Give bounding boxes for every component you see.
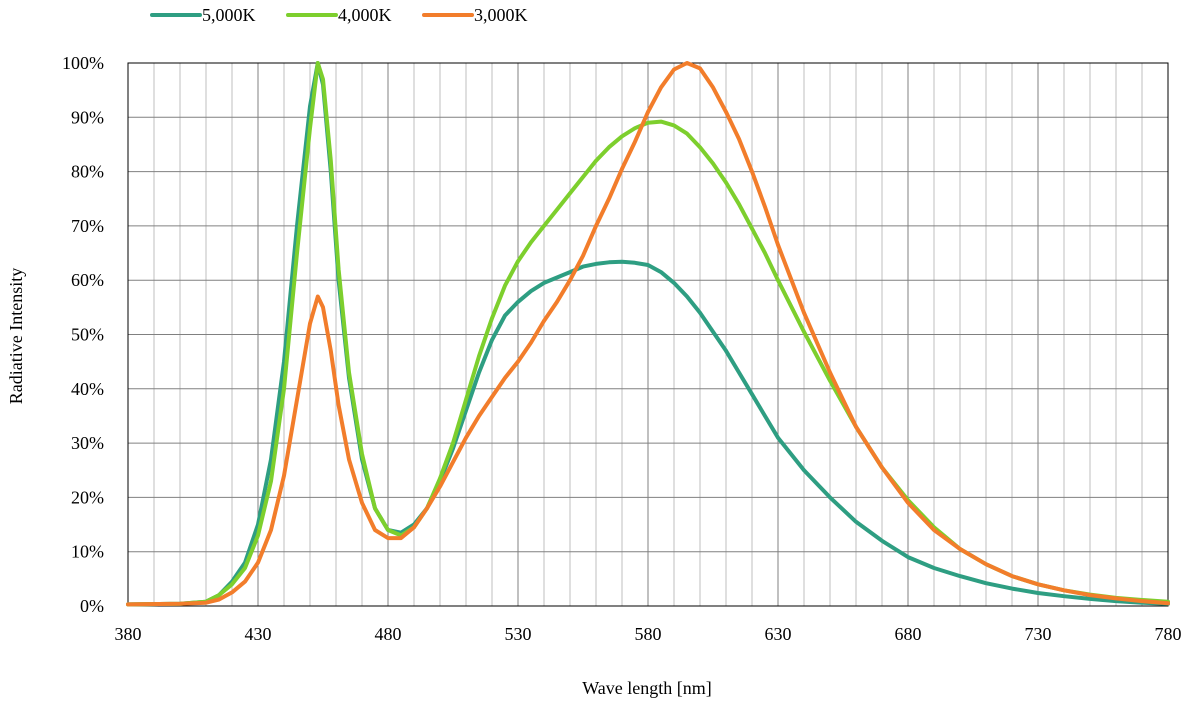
x-tick-label: 680 [895, 624, 922, 644]
y-tick-label: 100% [62, 53, 104, 73]
y-tick-label: 30% [71, 433, 104, 453]
y-axis-tick-labels: 0% 10% 20% 30% 40% 50% 60% 70% 80% 90% 100% [62, 53, 104, 616]
legend: 5,000K 4,000K 3,000K [150, 5, 528, 25]
y-tick-label: 70% [71, 216, 104, 236]
legend-label: 4,000K [338, 5, 392, 25]
x-tick-label: 580 [635, 624, 662, 644]
y-tick-label: 10% [71, 542, 104, 562]
x-tick-label: 380 [115, 624, 142, 644]
x-tick-label: 480 [375, 624, 402, 644]
y-tick-label: 0% [80, 596, 104, 616]
y-tick-label: 20% [71, 487, 104, 507]
y-tick-label: 90% [71, 107, 104, 127]
x-tick-label: 730 [1025, 624, 1052, 644]
x-tick-label: 430 [245, 624, 272, 644]
x-axis-tick-labels: 380 430 480 530 580 630 680 730 780 [115, 624, 1182, 644]
y-tick-label: 80% [71, 162, 104, 182]
x-tick-label: 630 [765, 624, 792, 644]
x-axis-title: Wave length [nm] [582, 678, 712, 698]
y-axis-title: Radiative Intensity [6, 268, 26, 404]
legend-label: 5,000K [202, 5, 256, 25]
series-line-2 [126, 61, 1170, 607]
plot-area-frame [127, 62, 1169, 607]
legend-item-2: 3,000K [422, 5, 528, 25]
legend-label: 3,000K [474, 5, 528, 25]
legend-item-0: 5,000K [150, 5, 256, 25]
series-layer [126, 61, 1170, 607]
x-tick-label: 530 [505, 624, 532, 644]
legend-item-1: 4,000K [286, 5, 392, 25]
x-tick-label: 780 [1155, 624, 1182, 644]
y-tick-label: 40% [71, 379, 104, 399]
y-tick-label: 60% [71, 270, 104, 290]
y-tick-label: 50% [71, 325, 104, 345]
